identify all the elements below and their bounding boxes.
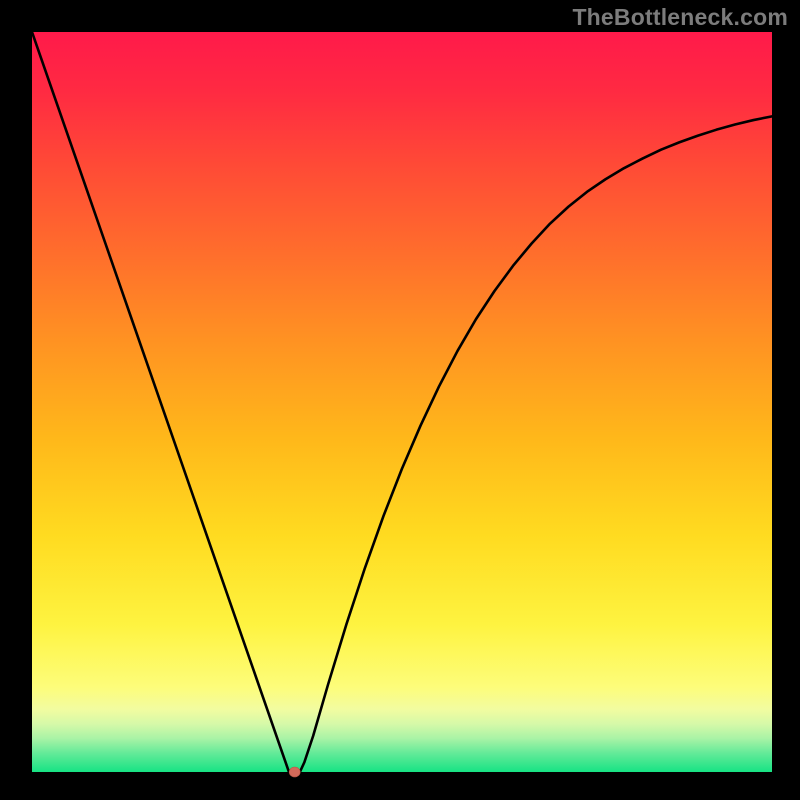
chart-container: TheBottleneck.com (0, 0, 800, 800)
watermark-text: TheBottleneck.com (572, 4, 788, 31)
chart-gradient-background (32, 32, 772, 772)
optimal-point-marker (289, 767, 300, 777)
bottleneck-chart (0, 0, 800, 800)
